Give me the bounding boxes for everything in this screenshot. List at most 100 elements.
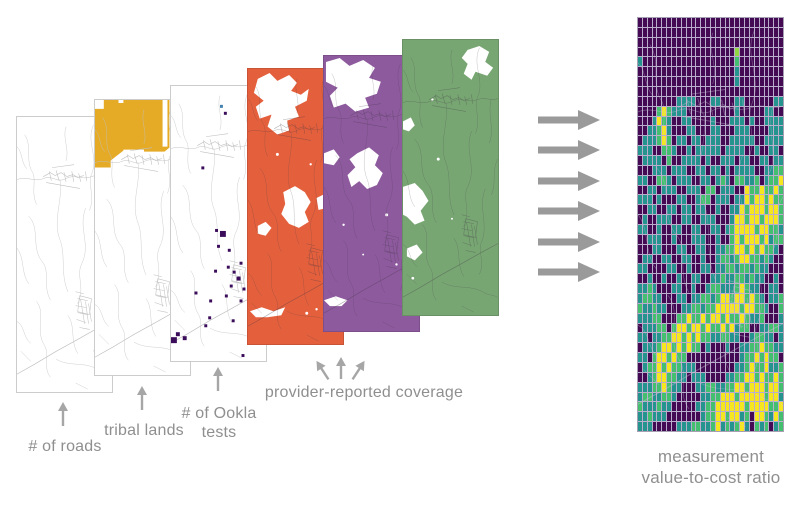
- heatmap-cell: [686, 215, 691, 224]
- heatmap-cell: [725, 195, 730, 205]
- heatmap-cell: [745, 244, 749, 254]
- heatmap-cell: [672, 313, 676, 323]
- heatmap-cell: [701, 402, 706, 412]
- heatmap-cell: [701, 323, 706, 333]
- heatmap-cell: [725, 264, 730, 274]
- heatmap-cell: [657, 67, 662, 77]
- heatmap-cell: [735, 353, 740, 362]
- heatmap-cell: [759, 57, 764, 67]
- heatmap-cell: [764, 126, 769, 136]
- ookla-dot: [208, 316, 212, 320]
- heatmap-cell: [667, 215, 672, 224]
- heatmap-cell: [779, 37, 783, 47]
- heatmap-cell: [652, 264, 657, 274]
- heatmap-cell: [691, 392, 696, 402]
- heatmap-cell: [769, 412, 774, 422]
- heatmap-cell: [691, 175, 696, 185]
- heatmap-cell: [701, 392, 706, 402]
- heatmap-cell: [691, 96, 696, 106]
- heatmap-cell: [759, 185, 764, 195]
- heatmap-cell: [735, 126, 740, 136]
- heatmap-cell: [754, 254, 759, 264]
- heatmap-cell: [720, 362, 725, 372]
- heatmap-cell: [769, 185, 774, 195]
- heatmap-cell: [745, 353, 749, 362]
- heatmap-cell: [730, 77, 735, 86]
- heatmap-cell: [681, 264, 686, 274]
- heatmap-cell: [779, 27, 783, 37]
- heatmap-cell: [681, 57, 686, 67]
- heatmap-cell: [642, 422, 647, 431]
- heatmap-cell: [720, 422, 725, 431]
- heatmap-cell: [706, 293, 710, 303]
- heatmap-cell: [662, 86, 667, 96]
- heatmap-cell: [759, 77, 764, 86]
- heatmap-cell: [710, 126, 715, 136]
- ookla-dot: [219, 104, 223, 108]
- heatmap-cell: [715, 422, 720, 431]
- heatmap-cell: [652, 293, 657, 303]
- heatmap-cell: [730, 67, 735, 77]
- heatmap-cell: [740, 224, 745, 234]
- heatmap-cell: [725, 165, 730, 175]
- heatmap-cell: [759, 136, 764, 146]
- heatmap-cell: [779, 57, 783, 67]
- heatmap-cell: [710, 412, 715, 422]
- heatmap-cell: [769, 254, 774, 264]
- heatmap-cell: [667, 224, 672, 234]
- heatmap-cell: [638, 412, 642, 422]
- heatmap-cell: [701, 303, 706, 313]
- heatmap-cell: [667, 57, 672, 67]
- heatmap-cell: [749, 362, 754, 372]
- heatmap-cell: [657, 195, 662, 205]
- heatmap-cell: [686, 77, 691, 86]
- heatmap-cell: [667, 402, 672, 412]
- heatmap-cell: [642, 382, 647, 392]
- heatmap-cell: [759, 155, 764, 165]
- heatmap-cell: [706, 244, 710, 254]
- heatmap-cell: [740, 333, 745, 343]
- heatmap-cell: [686, 343, 691, 353]
- heatmap-cell: [696, 422, 701, 431]
- heatmap-cell: [764, 274, 769, 284]
- heatmap-cell: [749, 303, 754, 313]
- heatmap-cell: [652, 18, 657, 27]
- heatmap-cell: [774, 293, 779, 303]
- heatmap-cell: [754, 234, 759, 244]
- heatmap-cell: [652, 392, 657, 402]
- heatmap-cell: [642, 264, 647, 274]
- heatmap-cell: [706, 47, 710, 57]
- heatmap-cell: [730, 254, 735, 264]
- heatmap-cell: [710, 18, 715, 27]
- heatmap-cell: [779, 96, 783, 106]
- heatmap-cell: [779, 67, 783, 77]
- heatmap-cell: [686, 37, 691, 47]
- ookla-dot: [231, 319, 235, 323]
- heatmap-cell: [779, 362, 783, 372]
- heatmap-cell: [676, 18, 681, 27]
- heatmap-cell: [662, 175, 667, 185]
- heatmap-cell: [642, 96, 647, 106]
- heatmap-cell: [642, 333, 647, 343]
- heatmap-cell: [642, 313, 647, 323]
- heatmap-cell: [710, 96, 715, 106]
- ookla-dot: [229, 284, 233, 288]
- heatmap-cell: [638, 362, 642, 372]
- heatmap-cell: [720, 402, 725, 412]
- heatmap-cell: [647, 274, 652, 284]
- heatmap-cell: [638, 215, 642, 224]
- heatmap-cell: [740, 392, 745, 402]
- heatmap-cell: [754, 165, 759, 175]
- heatmap-cell: [667, 185, 672, 195]
- heatmap-cell: [686, 57, 691, 67]
- heatmap-cell: [676, 372, 681, 382]
- heatmap-cell: [691, 234, 696, 244]
- heatmap-cell: [715, 244, 720, 254]
- heatmap-cell: [720, 215, 725, 224]
- heatmap-cell: [725, 254, 730, 264]
- heatmap-cell: [647, 284, 652, 293]
- heatmap-cell: [754, 67, 759, 77]
- heatmap-cell: [745, 323, 749, 333]
- heatmap-cell: [647, 86, 652, 96]
- heatmap-cell: [774, 146, 779, 155]
